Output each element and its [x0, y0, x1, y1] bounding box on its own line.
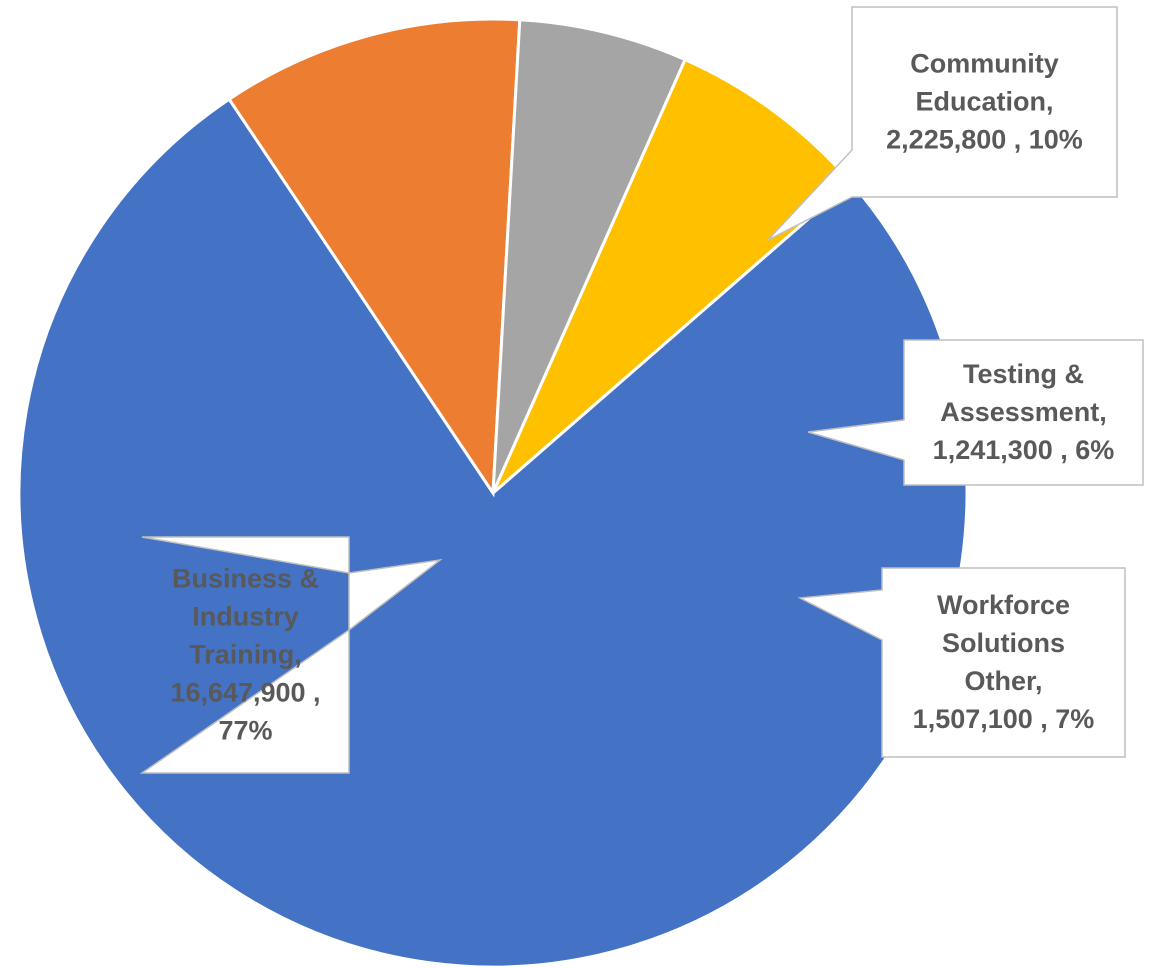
data-label-1-line-0: Community [910, 48, 1059, 78]
data-label-box-3 [797, 567, 1126, 758]
pie-slices [17, 17, 969, 968]
data-label-0-line-3: 16,647,900 , [170, 677, 320, 707]
data-label-1: Community Education, 2,225,800 , 10% [767, 6, 1118, 241]
data-labels: Business & Industry Training, 16,647,900 , 7… [139, 6, 1144, 774]
data-label-0-line-2: Training, [189, 639, 302, 669]
data-label-3-line-0: Workforce [937, 590, 1070, 620]
data-label-2-line-2: 1,241,300 , 6% [933, 435, 1115, 465]
pie-slice-1 [227, 17, 522, 498]
data-label-1-line-1: Education, [915, 86, 1053, 116]
data-label-2-line-1: Assessment, [940, 397, 1107, 427]
data-label-2: Testing & Assessment, 1,241,300 , 6% [807, 339, 1144, 486]
pie-slice-2 [491, 18, 688, 494]
data-label-3-line-2: Other, [964, 666, 1042, 696]
data-label-0: Business & Industry Training, 16,647,900 , 7… [139, 536, 443, 774]
data-label-box-0 [139, 536, 443, 774]
data-label-0-line-1: Industry [192, 601, 299, 631]
data-label-box-1 [767, 6, 1118, 241]
data-label-0-line-0: Business & [172, 563, 319, 593]
data-label-0-line-4: 77% [218, 715, 272, 745]
data-label-3-line-1: Solutions [942, 628, 1065, 658]
data-label-3-line-3: 1,507,100 , 7% [913, 704, 1095, 734]
data-label-2-line-0: Testing & [963, 359, 1084, 389]
data-label-3: Workforce Solutions Other, 1,507,100 , 7% [797, 567, 1126, 758]
data-label-1-line-2: 2,225,800 , 10% [886, 124, 1083, 154]
data-label-box-2 [807, 339, 1144, 486]
